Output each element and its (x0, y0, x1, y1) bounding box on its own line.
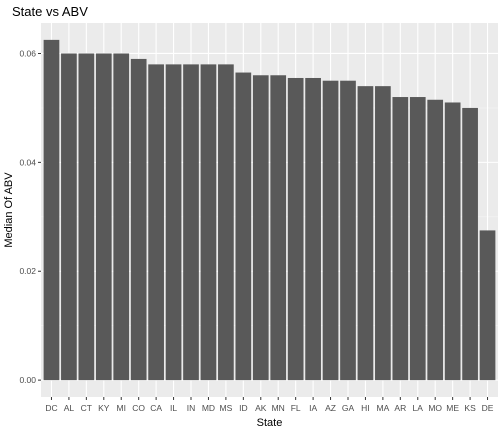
chart-title: State vs ABV (12, 4, 88, 19)
bar-ME (444, 102, 461, 381)
x-tick-label: IN (187, 403, 196, 413)
x-tick-label: KY (98, 403, 110, 413)
y-tick-label: 0.04 (19, 157, 36, 167)
bar-DC (43, 39, 60, 381)
x-tick-label: KS (464, 403, 476, 413)
x-axis-title: State (257, 417, 283, 429)
x-tick-label: AR (394, 403, 406, 413)
x-tick-label: MS (220, 403, 233, 413)
x-tick-label: IA (309, 403, 317, 413)
bar-IA (305, 77, 321, 381)
x-tick-label: DC (45, 403, 57, 413)
x-tick-label: MO (428, 403, 442, 413)
x-tick-label: DE (482, 403, 494, 413)
bar-MN (270, 75, 287, 381)
bar-KS (462, 107, 478, 381)
bar-KY (95, 53, 112, 381)
bar-AZ (322, 80, 339, 381)
x-tick-label: MI (117, 403, 126, 413)
x-tick-label: MN (272, 403, 285, 413)
x-tick-label: FL (291, 403, 301, 413)
bar-MI (113, 53, 130, 381)
x-tick-label: GA (342, 403, 355, 413)
bar-MS (218, 64, 234, 381)
bar-AK (252, 75, 269, 381)
x-tick-label: AL (64, 403, 75, 413)
y-tick-label: 0.06 (19, 48, 36, 58)
bar-CA (148, 64, 164, 381)
x-tick-label: HI (361, 403, 370, 413)
bars (43, 39, 496, 381)
bar-MA (375, 86, 391, 381)
bar-CO (130, 58, 147, 381)
x-tick-label: LA (413, 403, 424, 413)
bar-MD (200, 64, 217, 381)
x-tick-label: ME (446, 403, 459, 413)
x-tick-label: MA (377, 403, 390, 413)
bar-IN (183, 64, 199, 381)
x-tick-label: CO (132, 403, 145, 413)
bar-CT (78, 53, 95, 381)
bar-LA (409, 97, 426, 381)
x-tick-label: AK (255, 403, 267, 413)
bar-AL (61, 53, 77, 381)
y-tick-label: 0.00 (19, 375, 36, 385)
x-tick-label: ID (239, 403, 248, 413)
y-axis-title: Median Of ABV (3, 172, 15, 248)
x-tick-label: IL (170, 403, 177, 413)
x-tick-label: AZ (325, 403, 336, 413)
bar-DE (479, 230, 496, 381)
y-axis: 0.00 0.02 0.04 0.06 (19, 48, 41, 385)
bar-FL (287, 77, 304, 381)
bar-ID (235, 72, 252, 381)
x-axis: DC AL CT KY MI CO CA IL IN MD MS ID AK MN FL IA AZ GA HI MA… (45, 397, 494, 413)
bar-HI (357, 86, 374, 381)
bar-MO (427, 99, 444, 381)
x-tick-label: MD (202, 403, 215, 413)
y-tick-label: 0.02 (19, 266, 36, 276)
bar-IL (165, 64, 182, 381)
bar-GA (340, 80, 356, 381)
x-tick-label: CA (150, 403, 162, 413)
x-tick-label: CT (81, 403, 92, 413)
bar-AR (392, 97, 409, 381)
